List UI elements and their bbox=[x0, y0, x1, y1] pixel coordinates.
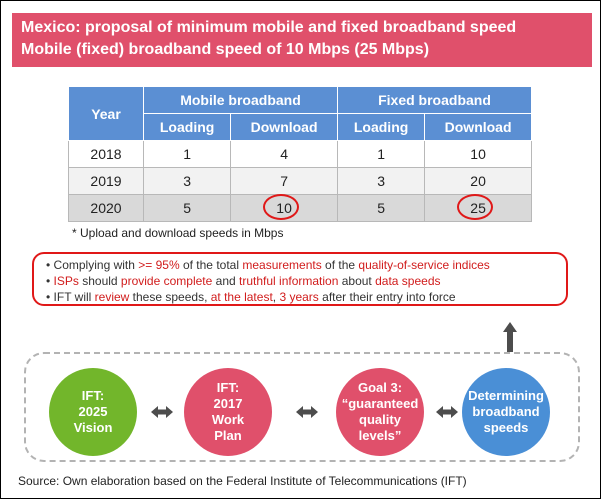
cell-fixed-loading: 3 bbox=[336, 167, 426, 195]
title-line-2: Mobile (fixed) broadband speed of 10 Mbp… bbox=[21, 41, 430, 58]
header-fixed-loading: Loading bbox=[336, 113, 426, 141]
table-row: 2019 3 7 3 20 bbox=[68, 167, 532, 195]
cell-year: 2020 bbox=[68, 194, 144, 222]
double-arrow-icon bbox=[151, 406, 173, 418]
process-cycle-frame bbox=[24, 352, 580, 462]
cell-fixed-loading: 1 bbox=[336, 140, 426, 168]
header-fixed-download: Download bbox=[424, 113, 532, 141]
note-bullet-3: • IFT will review these speeds, at the l… bbox=[46, 290, 456, 304]
cell-fixed-download: 20 bbox=[424, 167, 532, 195]
cell-year: 2019 bbox=[68, 167, 144, 195]
header-mobile-loading: Loading bbox=[142, 113, 232, 141]
header-year: Year bbox=[68, 86, 144, 141]
circled-value: 25 bbox=[457, 194, 493, 220]
cell-year: 2018 bbox=[68, 140, 144, 168]
table-row: 2018 1 4 1 10 bbox=[68, 140, 532, 168]
cell-mobile-download: 7 bbox=[230, 167, 338, 195]
header-mobile-download: Download bbox=[230, 113, 338, 141]
note-bullet-1: • Complying with >= 95% of the total mea… bbox=[46, 258, 490, 272]
title-line-1: Mexico: proposal of minimum mobile and f… bbox=[21, 19, 517, 36]
double-arrow-icon bbox=[296, 406, 318, 418]
note-bullet-2: • ISPs should provide complete and truth… bbox=[46, 274, 441, 288]
arrow-up-icon bbox=[503, 322, 517, 352]
cell-fixed-download: 25 bbox=[424, 194, 532, 222]
title-banner: Mexico: proposal of minimum mobile and f… bbox=[12, 13, 592, 67]
source-note: Source: Own elaboration based on the Fed… bbox=[18, 474, 467, 488]
cell-mobile-download: 4 bbox=[230, 140, 338, 168]
circled-value: 10 bbox=[263, 194, 299, 220]
circle-ift-2017-work-plan: IFT: 2017 Work Plan bbox=[184, 368, 272, 456]
circle-goal-3: Goal 3: “guaranteed quality levels” bbox=[336, 368, 424, 456]
notes-box: • Complying with >= 95% of the total mea… bbox=[32, 252, 568, 306]
cell-mobile-download: 10 bbox=[230, 194, 338, 222]
header-fixed-broadband: Fixed broadband bbox=[336, 86, 533, 114]
cell-mobile-loading: 3 bbox=[142, 167, 232, 195]
cell-mobile-loading: 1 bbox=[142, 140, 232, 168]
cell-fixed-loading: 5 bbox=[336, 194, 426, 222]
table-footnote: * Upload and download speeds in Mbps bbox=[72, 226, 284, 240]
speed-table: Year Mobile broadband Fixed broadband Lo… bbox=[68, 86, 533, 222]
circle-ift-2025-vision: IFT: 2025 Vision bbox=[49, 368, 137, 456]
cell-mobile-loading: 5 bbox=[142, 194, 232, 222]
table-row-highlighted: 2020 5 10 5 25 bbox=[68, 194, 532, 222]
header-mobile-broadband: Mobile broadband bbox=[143, 86, 338, 114]
cell-fixed-download: 10 bbox=[424, 140, 532, 168]
double-arrow-icon bbox=[436, 406, 458, 418]
circle-determining-speeds: Determining broadband speeds bbox=[462, 368, 550, 456]
